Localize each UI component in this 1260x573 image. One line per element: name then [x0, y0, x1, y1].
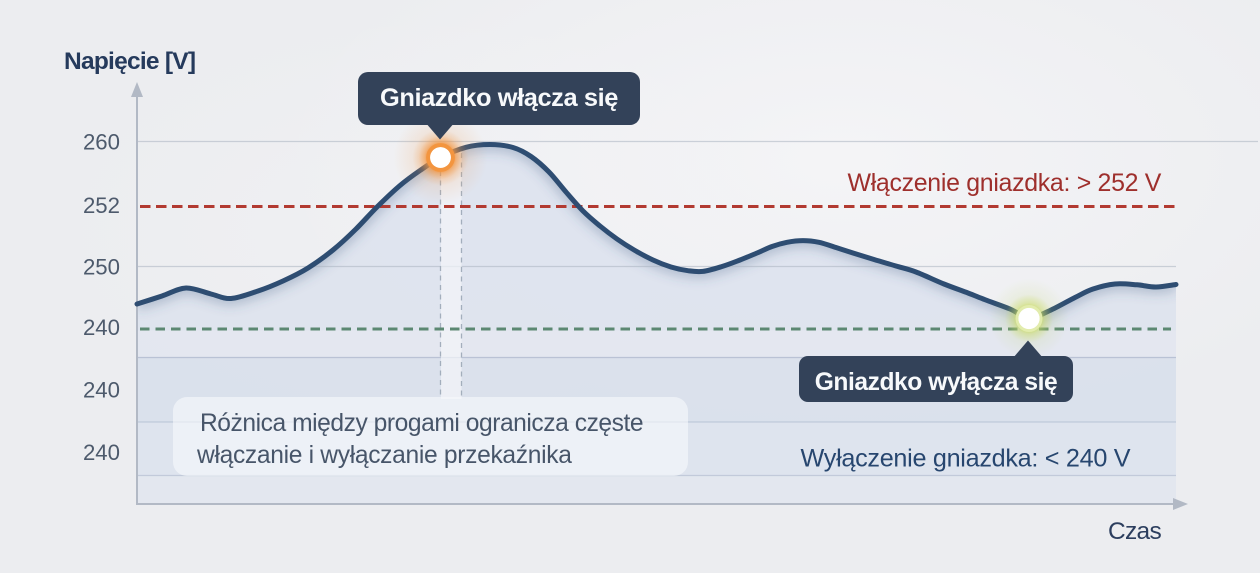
svg-text:Gniazdko wyłącza się: Gniazdko wyłącza się: [815, 369, 1058, 396]
svg-text:Czas: Czas: [1108, 518, 1161, 545]
svg-text:240: 240: [83, 377, 120, 402]
svg-text:Wyłączenie gniazdka: < 240 V: Wyłączenie gniazdka: < 240 V: [801, 445, 1131, 473]
svg-text:Napięcie [V]: Napięcie [V]: [64, 48, 195, 75]
svg-text:252: 252: [83, 193, 120, 218]
svg-text:260: 260: [83, 130, 120, 155]
svg-text:250: 250: [83, 255, 120, 280]
svg-text:Różnica między progami ogranic: Różnica między progami ogranicza częste: [200, 410, 643, 437]
svg-text:240: 240: [83, 440, 120, 465]
svg-text:włączanie i wyłączanie przekaź: włączanie i wyłączanie przekaźnika: [196, 442, 572, 469]
svg-text:Gniazdko włącza się: Gniazdko włącza się: [380, 84, 618, 112]
svg-text:240: 240: [83, 315, 120, 340]
svg-text:Włączenie gniazdka: > 252 V: Włączenie gniazdka: > 252 V: [848, 169, 1162, 197]
